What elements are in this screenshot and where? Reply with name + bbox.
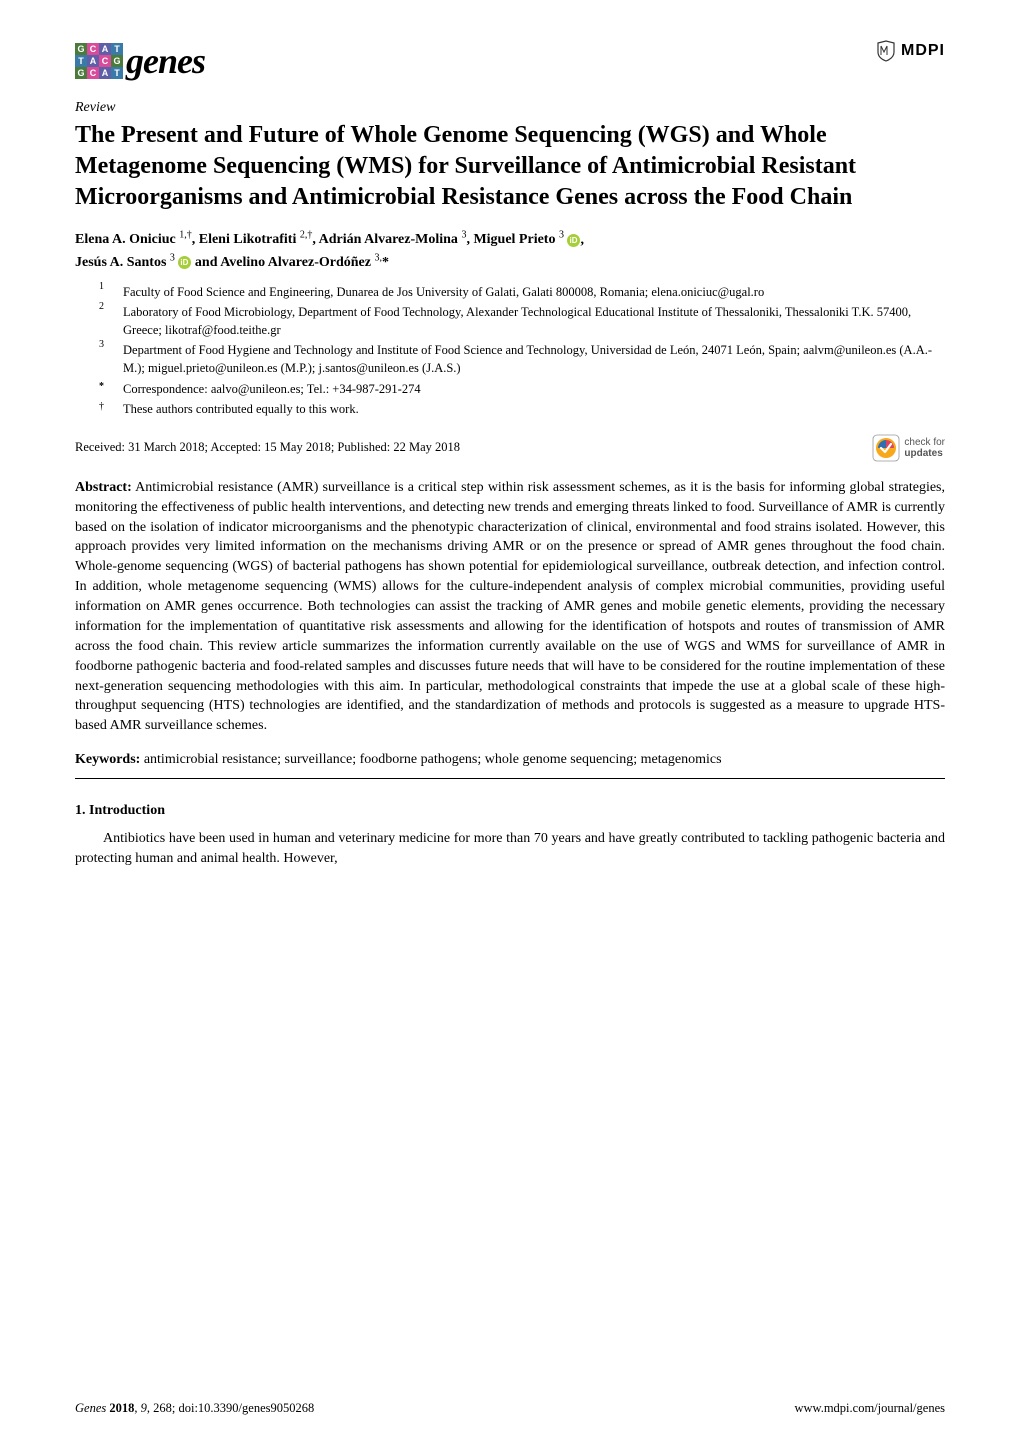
authors-text-1: Elena A. Oniciuc 1,†, Eleni Likotrafiti … xyxy=(75,232,567,247)
divider xyxy=(75,778,945,779)
journal-logo: G C A T T A C G G C A T genes xyxy=(75,40,205,82)
contribution-note: † These authors contributed equally to t… xyxy=(99,400,945,418)
article-title: The Present and Future of Whole Genome S… xyxy=(75,120,945,214)
authors-text-3: and Avelino Alvarez-Ordóñez 3,* xyxy=(191,255,389,270)
affiliation-text: Laboratory of Food Microbiology, Departm… xyxy=(123,303,945,339)
orcid-icon[interactable] xyxy=(178,256,191,269)
orcid-icon[interactable] xyxy=(567,234,580,247)
section-1-body: Antibiotics have been used in human and … xyxy=(75,829,945,869)
article-type: Review xyxy=(75,100,945,116)
publisher-logo: MDPI xyxy=(875,40,945,62)
publication-dates: Received: 31 March 2018; Accepted: 15 Ma… xyxy=(75,440,460,455)
correspondence: * Correspondence: aalvo@unileon.es; Tel.… xyxy=(99,380,945,398)
page-footer: Genes 2018, 9, 268; doi:10.3390/genes905… xyxy=(75,1401,945,1416)
journal-name: genes xyxy=(126,40,205,82)
affiliations: 1 Faculty of Food Science and Engineerin… xyxy=(99,283,945,418)
footer-citation: Genes 2018, 9, 268; doi:10.3390/genes905… xyxy=(75,1401,314,1416)
affiliation-text: Faculty of Food Science and Engineering,… xyxy=(123,283,764,301)
logo-grid-icon: G C A T T A C G G C A T xyxy=(75,43,123,79)
check-updates-icon xyxy=(872,434,900,462)
contribution-text: These authors contributed equally to thi… xyxy=(123,400,359,418)
mdpi-icon xyxy=(875,40,897,62)
check-updates-label: check for updates xyxy=(904,437,945,459)
correspondence-text: Correspondence: aalvo@unileon.es; Tel.: … xyxy=(123,380,421,398)
affiliation-3: 3 Department of Food Hygiene and Technol… xyxy=(99,341,945,377)
page-header: G C A T T A C G G C A T genes MDPI xyxy=(75,40,945,82)
abstract-text: Antimicrobial resistance (AMR) surveilla… xyxy=(75,480,945,734)
keywords-label: Keywords: xyxy=(75,752,140,767)
authors-comma: , xyxy=(580,232,584,247)
affiliation-1: 1 Faculty of Food Science and Engineerin… xyxy=(99,283,945,301)
keywords-text: antimicrobial resistance; surveillance; … xyxy=(140,752,721,767)
publisher-name: MDPI xyxy=(901,42,945,60)
footer-url[interactable]: www.mdpi.com/journal/genes xyxy=(794,1401,945,1416)
abstract: Abstract: Antimicrobial resistance (AMR)… xyxy=(75,478,945,736)
authors-text-2: Jesús A. Santos 3 xyxy=(75,255,178,270)
section-heading-1: 1. Introduction xyxy=(75,803,945,819)
abstract-label: Abstract: xyxy=(75,480,132,495)
affiliation-text: Department of Food Hygiene and Technolog… xyxy=(123,341,945,377)
check-for-updates-button[interactable]: check for updates xyxy=(872,434,945,462)
dates-row: Received: 31 March 2018; Accepted: 15 Ma… xyxy=(75,434,945,462)
keywords: Keywords: antimicrobial resistance; surv… xyxy=(75,750,945,770)
authors: Elena A. Oniciuc 1,†, Eleni Likotrafiti … xyxy=(75,228,945,273)
affiliation-2: 2 Laboratory of Food Microbiology, Depar… xyxy=(99,303,945,339)
